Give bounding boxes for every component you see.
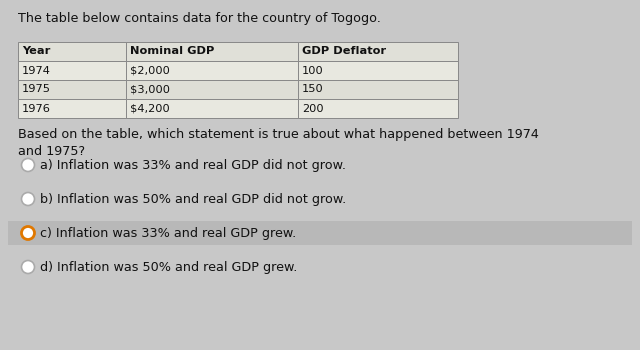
Bar	[126, 80, 298, 99]
Text: $3,000: $3,000	[130, 84, 170, 94]
Text: $4,200: $4,200	[130, 104, 170, 113]
Text: Nominal GDP: Nominal GDP	[130, 47, 214, 56]
Bar	[298, 61, 458, 80]
Circle shape	[22, 260, 35, 273]
Bar	[126, 61, 298, 80]
Text: GDP Deflator: GDP Deflator	[302, 47, 386, 56]
Text: 1974: 1974	[22, 65, 51, 76]
Bar	[126, 99, 298, 118]
Text: $2,000: $2,000	[130, 65, 170, 76]
Text: The table below contains data for the country of Togogo.: The table below contains data for the co…	[18, 12, 381, 25]
Bar	[126, 42, 298, 61]
Bar	[298, 80, 458, 99]
Text: c) Inflation was 33% and real GDP grew.: c) Inflation was 33% and real GDP grew.	[40, 226, 296, 239]
Bar	[18, 80, 126, 99]
Text: Based on the table, which statement is true about what happened between 1974
and: Based on the table, which statement is t…	[18, 128, 539, 158]
Text: d) Inflation was 50% and real GDP grew.: d) Inflation was 50% and real GDP grew.	[40, 260, 297, 273]
Text: 100: 100	[302, 65, 324, 76]
Bar	[18, 99, 126, 118]
Text: 1975: 1975	[22, 84, 51, 94]
Circle shape	[22, 226, 35, 239]
Text: b) Inflation was 50% and real GDP did not grow.: b) Inflation was 50% and real GDP did no…	[40, 193, 346, 205]
Bar	[18, 61, 126, 80]
Text: 150: 150	[302, 84, 324, 94]
Bar	[298, 99, 458, 118]
Circle shape	[22, 159, 35, 172]
Text: 200: 200	[302, 104, 324, 113]
Circle shape	[22, 193, 35, 205]
Bar	[18, 42, 126, 61]
Bar	[298, 42, 458, 61]
Bar	[8, 221, 632, 245]
Text: 1976: 1976	[22, 104, 51, 113]
Text: a) Inflation was 33% and real GDP did not grow.: a) Inflation was 33% and real GDP did no…	[40, 159, 346, 172]
Text: Year: Year	[22, 47, 51, 56]
